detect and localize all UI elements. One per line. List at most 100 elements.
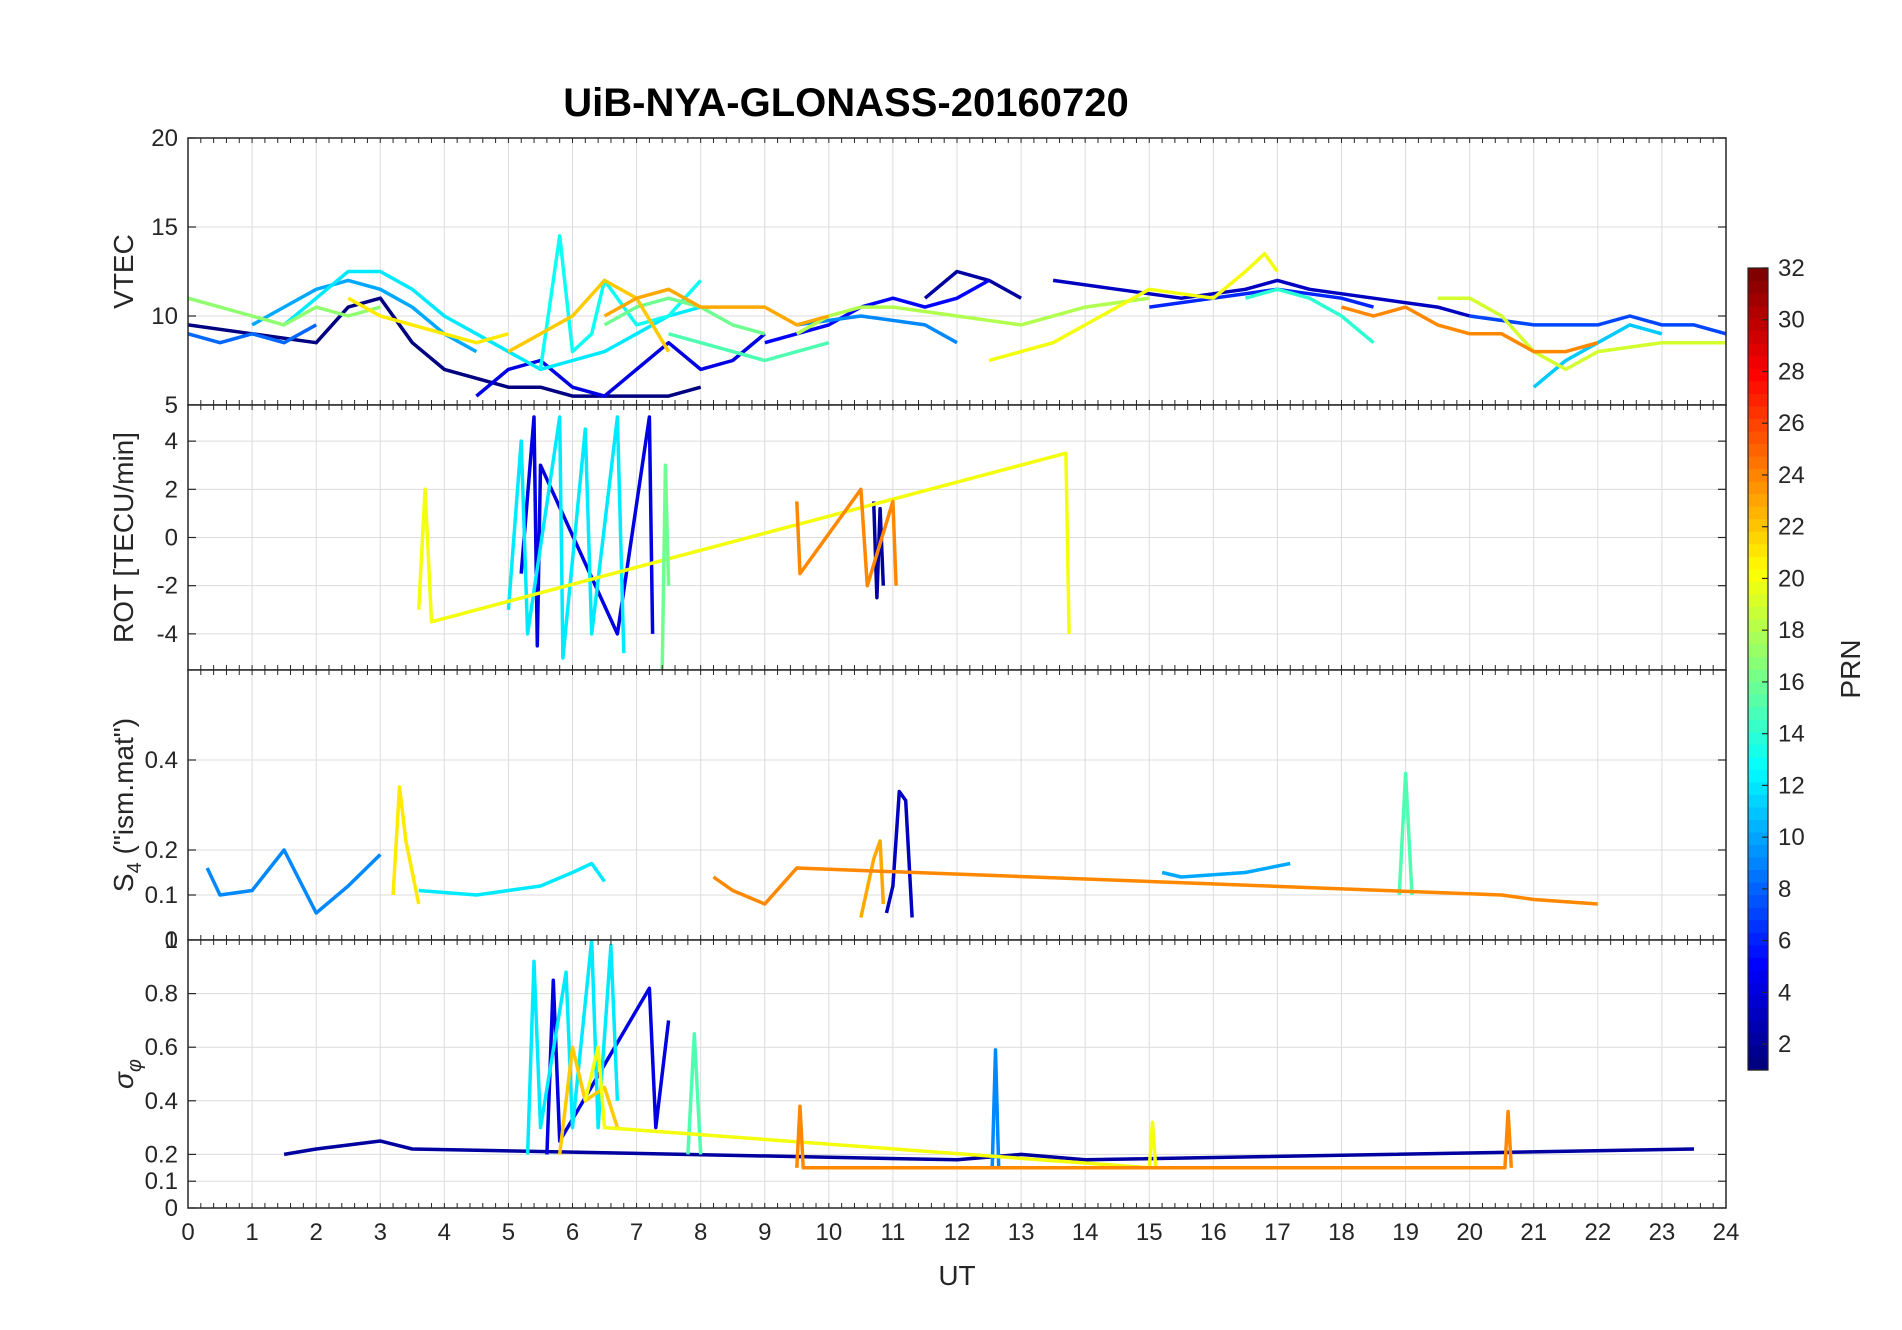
y-tick-label: 5 — [165, 392, 178, 419]
y-axis-label-sigma_phi: σφ — [108, 1059, 146, 1089]
colorbar-segment — [1748, 493, 1768, 507]
colorbar-segment — [1748, 1057, 1768, 1071]
colorbar-tick-label: 6 — [1778, 928, 1791, 955]
series-line-prn-19 — [1437, 296, 1726, 372]
series-line-prn-24 — [1341, 305, 1599, 354]
colorbar-tick-label: 24 — [1778, 462, 1805, 489]
y-axis-label-rot: ROT [TECU/min] — [108, 432, 139, 643]
x-tick-label: 11 — [880, 1219, 905, 1246]
colorbar-segment — [1748, 643, 1768, 658]
series-line-prn-9 — [990, 1048, 1001, 1168]
x-tick-label: 23 — [1649, 1219, 1676, 1246]
y-tick-label: 4 — [165, 428, 178, 455]
series-line-prn-7 — [1469, 314, 1726, 336]
colorbar-segment — [1748, 856, 1768, 871]
series-line-prn-13 — [538, 234, 702, 370]
y-tick-label: 0.2 — [145, 837, 178, 864]
colorbar-tick-label: 10 — [1778, 824, 1805, 851]
series-line-prn-24 — [712, 866, 1598, 906]
colorbar-segment — [1748, 907, 1768, 921]
colorbar-segment — [1748, 405, 1768, 419]
colorbar-segment — [1748, 518, 1768, 532]
colorbar-segment — [1748, 368, 1768, 382]
y-axis-label-rest: ("ism.mat") — [108, 718, 139, 862]
colorbar-segment — [1748, 869, 1768, 883]
colorbar-segment — [1748, 318, 1768, 332]
x-tick-label: 15 — [1136, 1219, 1163, 1246]
series-line-prn-15 — [668, 332, 830, 363]
y-axis-label-vtec: VTEC — [108, 234, 139, 309]
colorbar-segment — [1748, 944, 1768, 958]
colorbar-segment — [1748, 756, 1768, 770]
y-tick-label: 0.4 — [145, 747, 178, 774]
series-line-prn-4 — [545, 978, 671, 1155]
y-axis-label-s4: S4 ("ism.mat") — [108, 718, 146, 892]
series-line-prn-15 — [686, 1032, 703, 1155]
colorbar-tick-label: 28 — [1778, 358, 1805, 385]
y-tick-label: 0.4 — [145, 1088, 178, 1115]
series-line-prn-24 — [795, 487, 898, 588]
y-tick-label: 0 — [165, 1195, 178, 1222]
series-line-prn-3 — [1052, 278, 1471, 318]
colorbar-segment — [1748, 280, 1768, 294]
series-line-prn-20 — [583, 1045, 1158, 1170]
series-line-prn-22 — [507, 278, 671, 354]
series-line-prn-12 — [525, 940, 620, 1155]
colorbar-segment — [1748, 969, 1768, 983]
x-tick-label: 12 — [944, 1219, 971, 1246]
x-tick-label: 10 — [815, 1219, 842, 1246]
colorbar-segment — [1748, 744, 1768, 758]
colorbar-segment — [1748, 543, 1768, 557]
colorbar-tick-label: 26 — [1778, 410, 1805, 437]
x-tick-label: 16 — [1200, 1219, 1227, 1246]
colorbar-segment — [1748, 894, 1768, 908]
colorbar-segment — [1748, 982, 1768, 996]
colorbar-segment — [1748, 468, 1768, 482]
series-line-prn-3 — [884, 789, 914, 918]
colorbar-segment — [1748, 330, 1768, 344]
panel-vtec: 5 10 15 20 VTEC — [108, 125, 1727, 419]
colorbar-segment — [1748, 769, 1768, 783]
series-line-prn-15 — [1397, 771, 1414, 896]
colorbar-segment — [1748, 506, 1768, 520]
colorbar-tick-label: 18 — [1778, 617, 1805, 644]
x-tick-label: 17 — [1264, 1219, 1291, 1246]
colorbar-segment — [1748, 418, 1768, 432]
colorbar-segment — [1748, 706, 1768, 720]
series-group — [205, 771, 1598, 918]
series-line-prn-24 — [795, 1104, 1514, 1170]
series-line-prn-20 — [416, 451, 1071, 634]
panel-rot: -4 -2 0 2 4 ROT [TECU/min] — [108, 404, 1727, 671]
x-tick-label: 22 — [1584, 1219, 1611, 1246]
colorbar-tick-label: 8 — [1778, 876, 1791, 903]
series-line-prn-10 — [251, 278, 478, 354]
y-tick-label: 0 — [165, 927, 178, 954]
colorbar-segment — [1748, 669, 1768, 683]
colorbar-segment — [1748, 531, 1768, 545]
x-tick-label: 1 — [245, 1219, 258, 1246]
colorbar-label: PRN — [1835, 639, 1866, 698]
colorbar-segment — [1748, 593, 1768, 607]
y-tick-label: -4 — [157, 621, 178, 648]
series-line-prn-14 — [1244, 287, 1375, 345]
colorbar-segment — [1748, 731, 1768, 745]
colorbar-tick-label: 16 — [1778, 669, 1805, 696]
colorbar-segment — [1748, 380, 1768, 394]
panel-s4: 0 0.1 0.2 0.4S4 ("ism.mat") — [108, 669, 1727, 954]
x-tick-label: 14 — [1072, 1219, 1099, 1246]
x-tick-label: 2 — [309, 1219, 322, 1246]
colorbar-tick-label: 32 — [1778, 255, 1805, 282]
colorbar-segment — [1748, 443, 1768, 457]
y-tick-label: 0.6 — [145, 1034, 178, 1061]
colorbar-segment — [1748, 305, 1768, 319]
colorbar-segment — [1748, 844, 1768, 858]
series-line-prn-20 — [988, 251, 1279, 363]
x-tick-label: 6 — [566, 1219, 579, 1246]
series-line-prn-16 — [660, 463, 671, 670]
y-tick-label: 0.1 — [145, 882, 178, 909]
series-line-prn-1 — [188, 296, 702, 398]
x-tick-label: 9 — [758, 1219, 771, 1246]
colorbar-segment — [1748, 268, 1768, 282]
